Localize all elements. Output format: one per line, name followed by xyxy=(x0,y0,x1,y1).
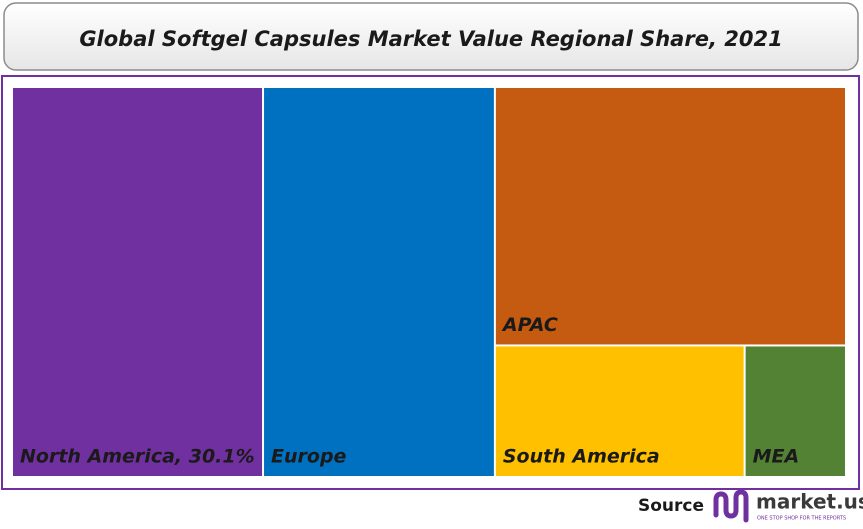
tile-label: Europe xyxy=(271,446,347,468)
tile-label: APAC xyxy=(501,314,558,336)
title-box xyxy=(3,2,859,71)
tile xyxy=(13,88,263,476)
brand: market.us xyxy=(756,490,863,514)
source-label: Source xyxy=(638,496,704,516)
logo-icon xyxy=(713,489,749,523)
tile-label: North America, 30.1% xyxy=(20,446,255,468)
tile-label: MEA xyxy=(753,446,800,468)
tile xyxy=(745,346,845,476)
tile xyxy=(495,346,744,476)
tile xyxy=(495,88,845,345)
treemap: North America, 30.1% Europe APAC South Amer… xyxy=(13,88,845,476)
tagline: ONE STOP SHOP FOR THE REPORTS xyxy=(757,516,846,522)
tile-label: South America xyxy=(503,446,660,468)
tile xyxy=(264,88,494,476)
chart-title: Global Softgel Capsules Market Value Reg… xyxy=(79,27,782,51)
